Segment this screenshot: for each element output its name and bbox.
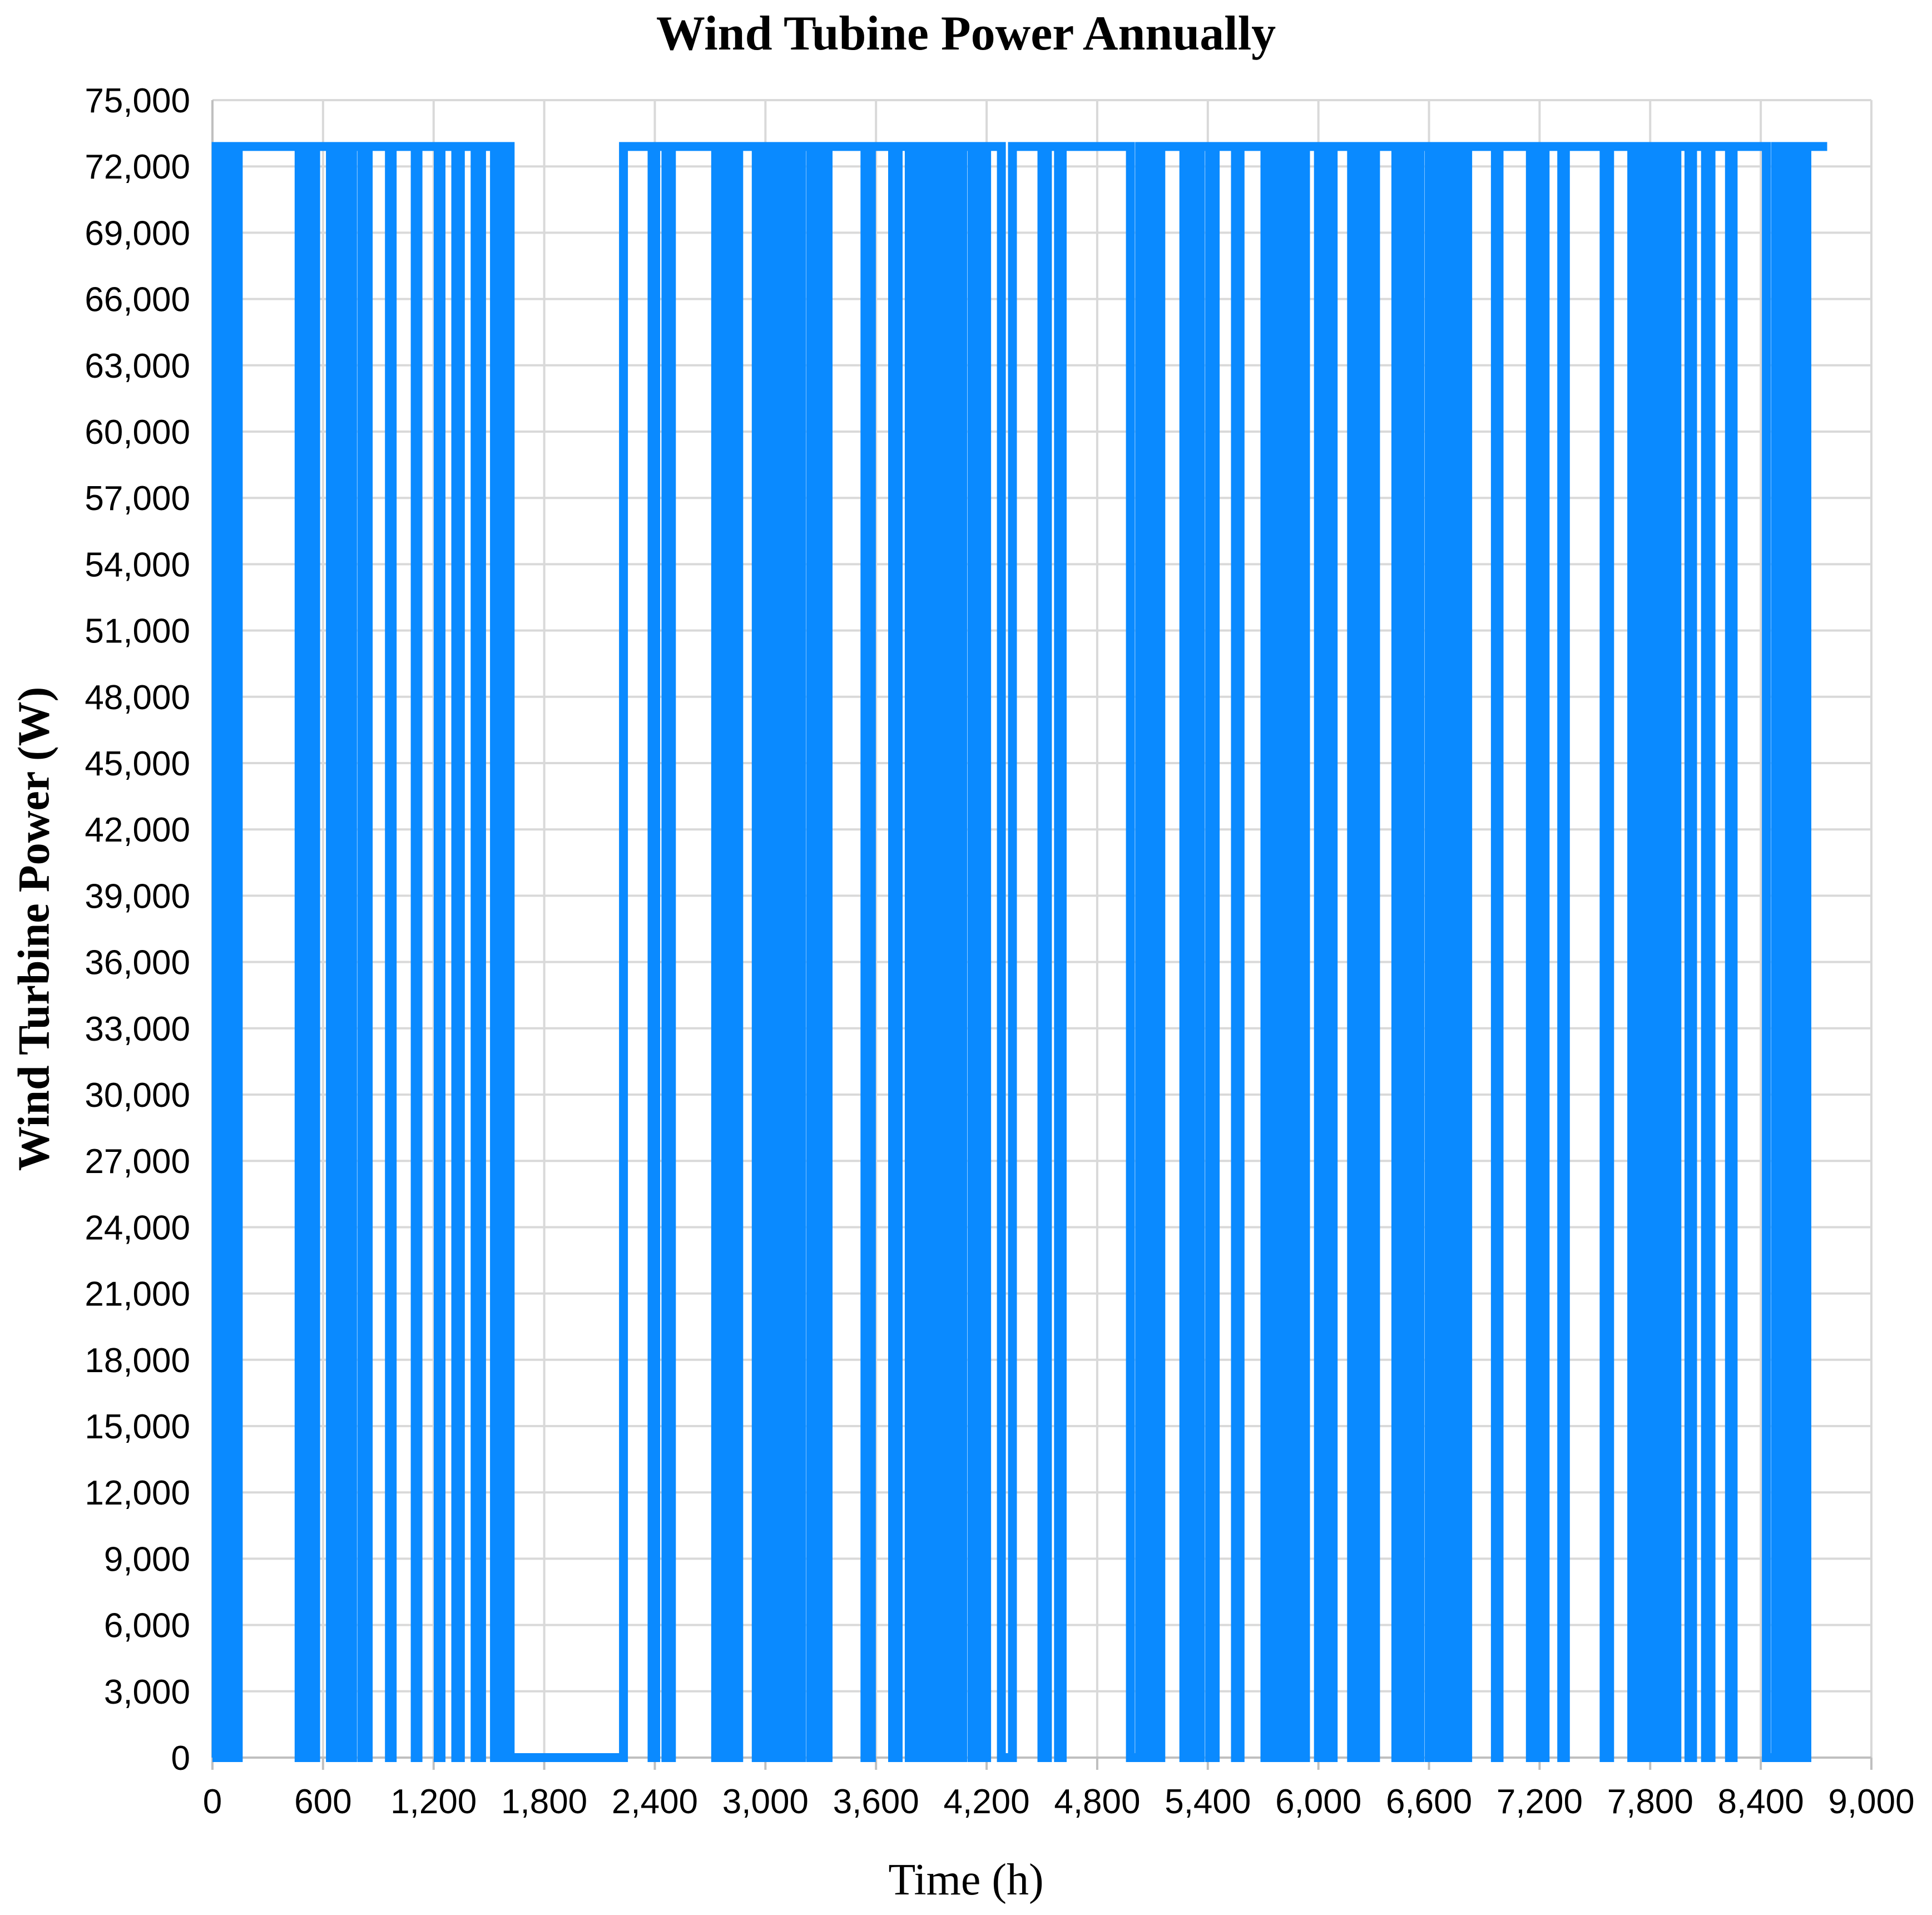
y-tick-label: 6,000 (104, 1607, 190, 1645)
x-axis-label: Time (h) (888, 1855, 1044, 1904)
y-tick-label: 75,000 (85, 82, 190, 120)
x-tick-label: 600 (294, 1783, 351, 1821)
y-axis-label: Wind Turbine Power (W) (9, 686, 59, 1171)
x-tick-label: 2,400 (612, 1783, 698, 1821)
y-tick-label: 42,000 (85, 811, 190, 849)
y-tick-label: 33,000 (85, 1010, 190, 1048)
y-tick-label: 60,000 (85, 413, 190, 452)
y-tick-label: 48,000 (85, 679, 190, 717)
y-tick-label: 54,000 (85, 546, 190, 584)
y-tick-label: 30,000 (85, 1076, 190, 1115)
y-tick-label: 9,000 (104, 1540, 190, 1578)
x-tick-label: 7,800 (1607, 1783, 1693, 1821)
x-tick-label: 6,600 (1386, 1783, 1472, 1821)
x-tick-label: 4,200 (943, 1783, 1029, 1821)
y-tick-label: 15,000 (85, 1408, 190, 1446)
y-tick-label: 3,000 (104, 1673, 190, 1711)
x-tick-label: 5,400 (1165, 1783, 1251, 1821)
y-tick-label: 21,000 (85, 1275, 190, 1314)
chart-title: Wind Tubine Power Annually (656, 7, 1276, 61)
y-tick-label: 39,000 (85, 877, 190, 916)
y-tick-label: 12,000 (85, 1474, 190, 1512)
y-tick-label: 63,000 (85, 347, 190, 385)
y-tick-label: 24,000 (85, 1209, 190, 1247)
y-tick-label: 69,000 (85, 214, 190, 253)
y-tick-label: 0 (171, 1739, 190, 1778)
y-tick-label: 36,000 (85, 944, 190, 982)
x-tick-label: 7,200 (1497, 1783, 1583, 1821)
y-tick-label: 51,000 (85, 612, 190, 651)
tick-layer: 0 3,000 6,000 9,000 12,000 15,000 18,000 21,000… (85, 82, 1914, 1821)
y-tick-label: 57,000 (85, 479, 190, 518)
x-tick-label: 8,400 (1718, 1783, 1804, 1821)
y-tick-label: 72,000 (85, 148, 190, 186)
y-tick-label: 27,000 (85, 1142, 190, 1181)
x-tick-label: 1,800 (501, 1783, 587, 1821)
x-tick-label: 1,200 (390, 1783, 477, 1821)
x-tick-label: 3,000 (722, 1783, 809, 1821)
x-tick-label: 3,600 (833, 1783, 919, 1821)
x-tick-label: 6,000 (1275, 1783, 1361, 1821)
x-tick-label: 9,000 (1828, 1783, 1914, 1821)
series-line (211, 142, 1827, 1762)
y-tick-label: 18,000 (85, 1342, 190, 1380)
x-tick-label: 4,800 (1054, 1783, 1140, 1821)
x-tick-label: 0 (203, 1783, 222, 1821)
y-tick-label: 66,000 (85, 281, 190, 319)
series-layer (211, 142, 1827, 1762)
y-tick-label: 45,000 (85, 745, 190, 783)
